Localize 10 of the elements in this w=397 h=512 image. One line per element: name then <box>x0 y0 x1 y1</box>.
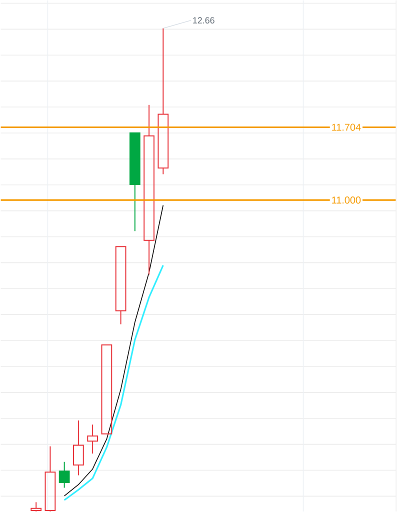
candlestick <box>144 104 155 276</box>
candlestick <box>87 424 98 454</box>
y-tick-label: 11.000 <box>332 196 361 204</box>
candlestick <box>130 132 140 232</box>
y-tick-label: 11.704 <box>332 124 361 131</box>
annotation: 12.66 <box>193 17 214 24</box>
candlestick <box>73 420 84 476</box>
line-series <box>64 264 164 501</box>
candlestick <box>58 461 70 488</box>
line-series <box>64 204 164 496</box>
